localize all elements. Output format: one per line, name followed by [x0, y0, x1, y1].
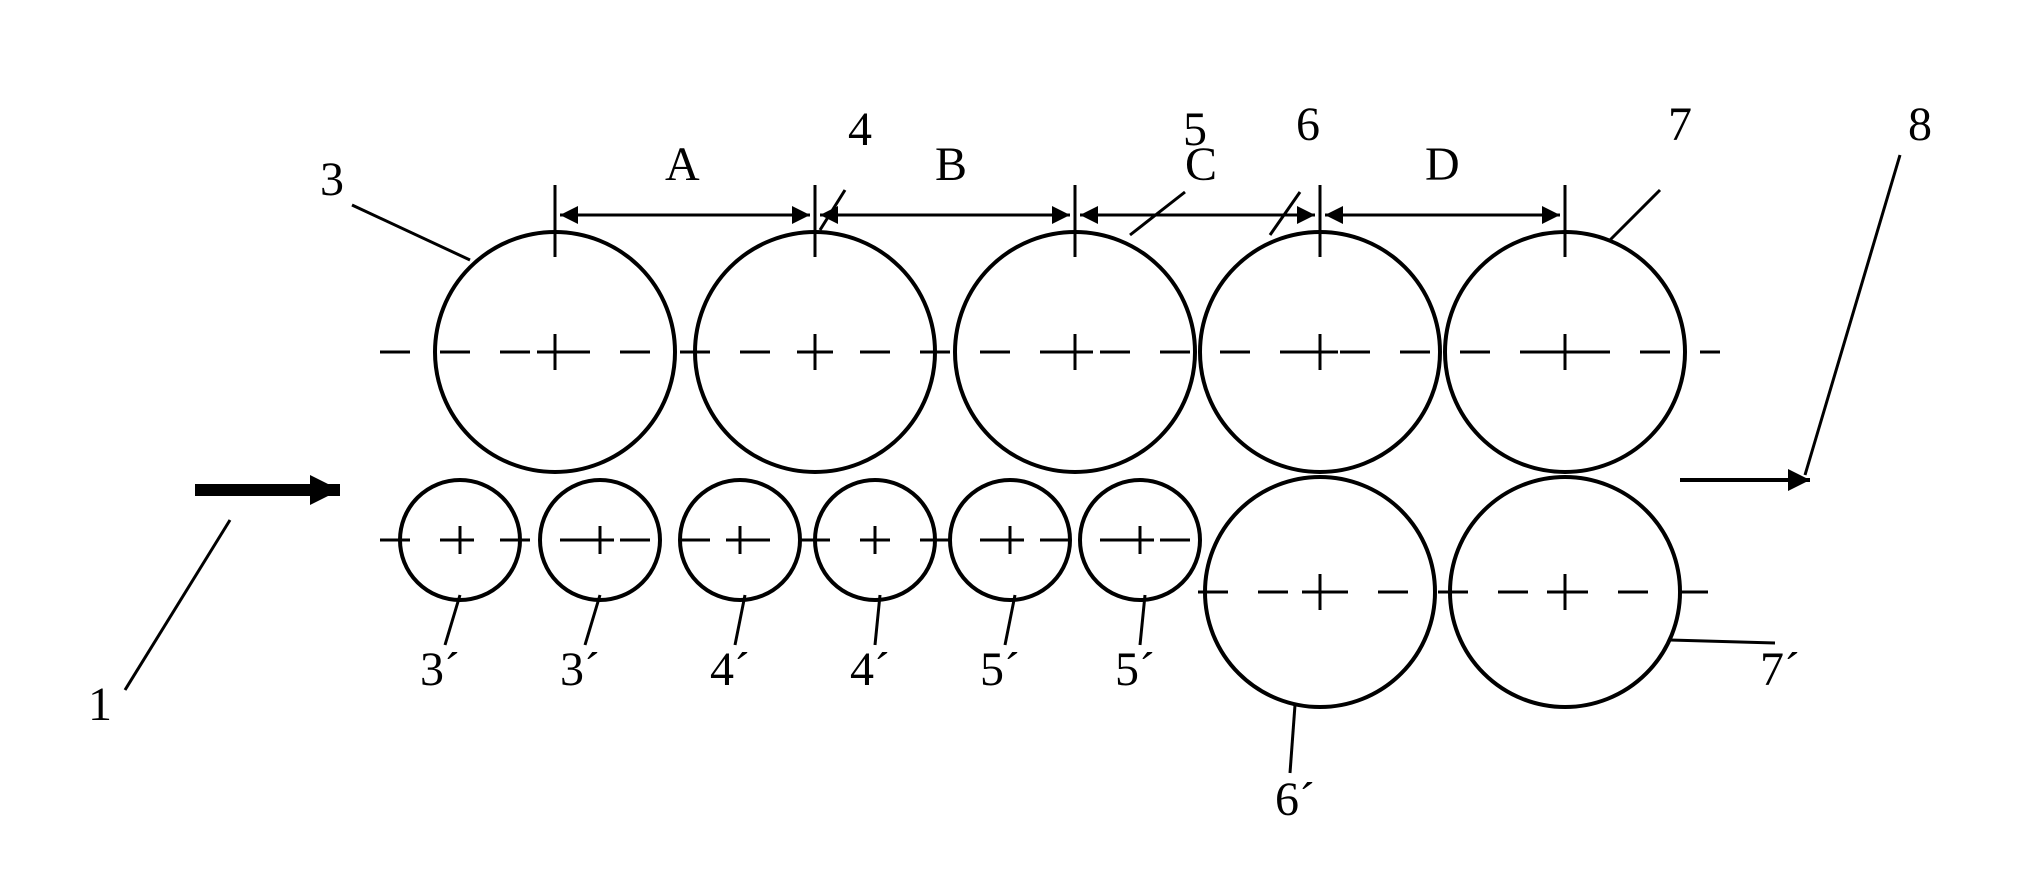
- label-5´: 5´: [980, 643, 1020, 696]
- leader: [1670, 640, 1775, 643]
- label-1: 1: [88, 678, 112, 731]
- label-4´: 4´: [710, 643, 750, 696]
- leader: [875, 595, 880, 645]
- leader: [1005, 595, 1015, 645]
- leader: [1610, 190, 1660, 240]
- span-arrow-D-head: [1325, 206, 1343, 224]
- label-4´: 4´: [850, 643, 890, 696]
- label-7´: 7´: [1760, 643, 1800, 696]
- label-5: 5: [1183, 103, 1207, 156]
- leader: [585, 595, 600, 645]
- span-arrow-A-head: [560, 206, 578, 224]
- label-6: 6: [1296, 98, 1320, 151]
- roller-diagram: ABCD34567813´3´4´4´5´5´6´7´: [0, 0, 2036, 895]
- span-label-A: A: [665, 138, 700, 191]
- span-label-D: D: [1425, 138, 1460, 191]
- label-7: 7: [1668, 98, 1692, 151]
- label-5´: 5´: [1115, 643, 1155, 696]
- span-arrow-A-head: [792, 206, 810, 224]
- leader: [1290, 705, 1295, 773]
- leader: [352, 205, 470, 260]
- leader: [445, 595, 460, 645]
- span-arrow-C-head: [1297, 206, 1315, 224]
- label-3´: 3´: [420, 643, 460, 696]
- label-8: 8: [1908, 98, 1932, 151]
- leader: [1140, 595, 1145, 645]
- leader-8: [1805, 155, 1900, 475]
- label-3: 3: [320, 153, 344, 206]
- label-6´: 6´: [1275, 773, 1315, 826]
- leader: [820, 190, 845, 230]
- leader: [125, 520, 230, 690]
- span-arrow-B-head: [1052, 206, 1070, 224]
- leader: [735, 595, 745, 645]
- span-arrow-D-head: [1542, 206, 1560, 224]
- span-label-B: B: [935, 138, 967, 191]
- label-4: 4: [848, 103, 872, 156]
- label-3´: 3´: [560, 643, 600, 696]
- span-arrow-C-head: [1080, 206, 1098, 224]
- flow-in-arrow-head: [310, 475, 340, 505]
